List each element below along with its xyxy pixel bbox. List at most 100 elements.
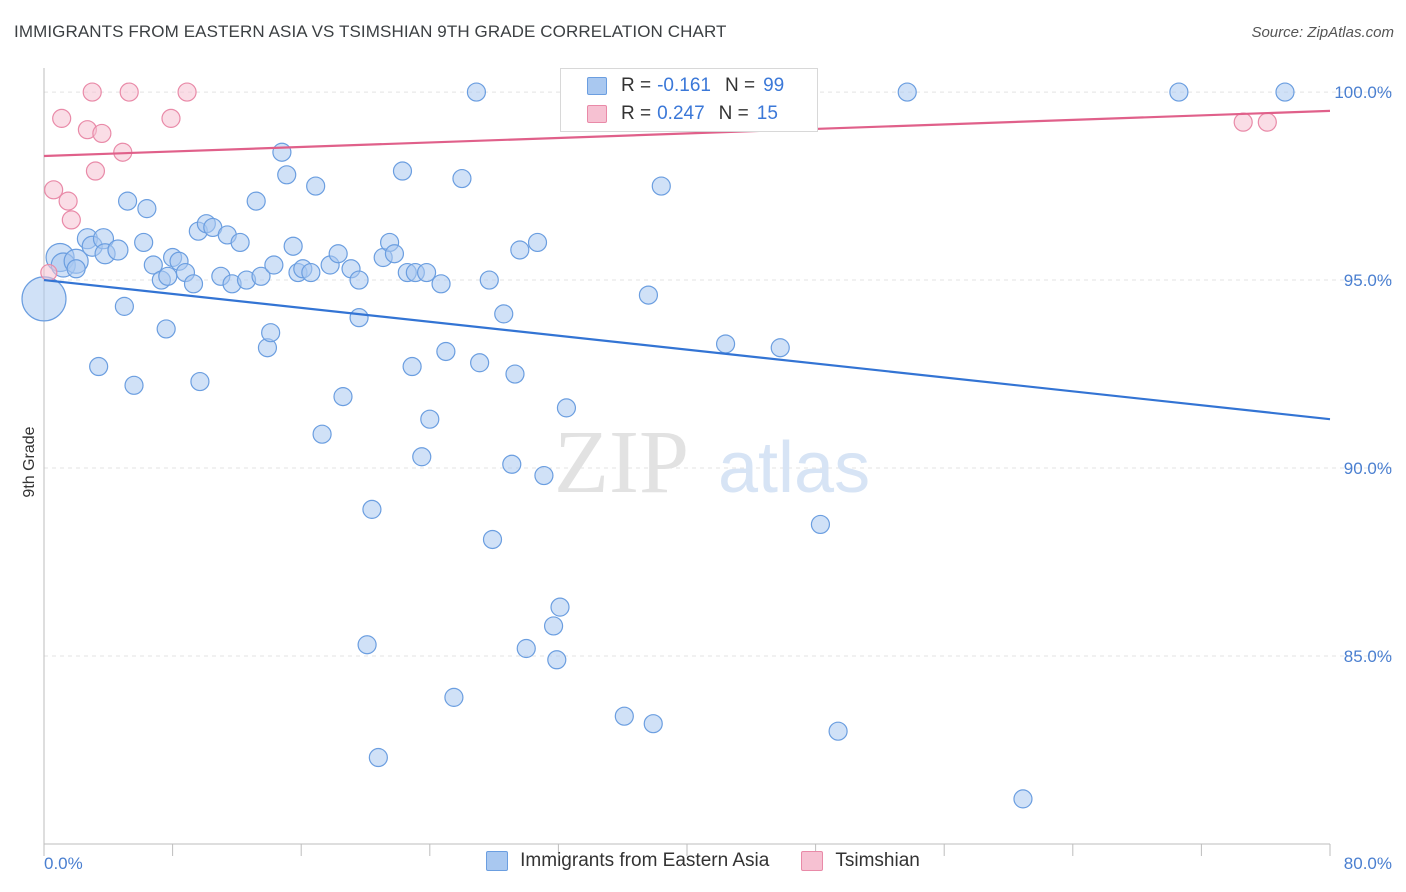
immigrants-point-14 (137, 199, 157, 219)
immigrants-point-80 (614, 706, 634, 726)
series-tsimshian-points (40, 82, 1277, 282)
immigrants-point-65 (470, 353, 490, 373)
immigrants-point-56 (402, 356, 422, 377)
immigrants-point-92 (1169, 82, 1189, 102)
immigrants-point-12 (124, 375, 144, 395)
immigrants-point-21 (183, 274, 204, 294)
legend-n-value-tsimshian: 15 (756, 103, 778, 124)
grid-lines (44, 91, 1392, 657)
tsimshian-point-1 (44, 180, 64, 200)
immigrants-point-68 (494, 304, 514, 324)
trend-line-tsimshian (43, 109, 1331, 158)
immigrants-point-63 (452, 168, 472, 189)
tsimshian-point-14 (1257, 112, 1277, 132)
legend-r-value-tsimshian: 0.247 (657, 103, 705, 124)
watermark-zip: ZIP (554, 413, 689, 512)
chart-title: IMMIGRANTS FROM EASTERN ASIA VS TSIMSHIA… (14, 22, 727, 41)
immigrants-point-90 (897, 82, 917, 102)
legend-item-tsimshian[interactable]: Tsimshian (801, 850, 920, 872)
tsimshian-point-10 (119, 82, 139, 102)
immigrants-point-76 (547, 650, 567, 670)
x-tick-label-min: 0.0% (44, 854, 83, 873)
immigrants-point-40 (301, 262, 321, 283)
immigrants-point-71 (510, 240, 530, 260)
immigrants-point-93 (1275, 82, 1295, 102)
legend-r-label: R = (621, 75, 652, 96)
trend-lines (43, 109, 1331, 421)
immigrants-point-34 (261, 323, 281, 343)
immigrants-point-59 (420, 409, 440, 429)
immigrants-point-67 (482, 529, 503, 550)
immigrants-point-48 (362, 499, 382, 519)
legend-item-immigrants[interactable]: Immigrants from Eastern Asia (486, 850, 769, 872)
immigrants-point-62 (444, 687, 464, 707)
tsimshian-point-2 (52, 108, 72, 128)
immigrants-point-60 (431, 274, 451, 294)
immigrants-point-73 (527, 232, 548, 253)
immigrants-point-37 (283, 236, 303, 256)
legend-n-label: N = (724, 75, 756, 96)
immigrants-point-31 (246, 191, 266, 211)
watermark: ZIP atlas (554, 413, 870, 512)
immigrants-point-10 (114, 296, 134, 316)
tsimshian-point-4 (61, 210, 81, 230)
y-tick-label-85: 85.0% (1344, 647, 1392, 666)
immigrants-point-35 (272, 142, 292, 162)
immigrants-point-29 (230, 232, 250, 253)
tsimshian-point-12 (177, 82, 197, 102)
immigrants-point-87 (770, 338, 790, 358)
legend-swatch-immigrants (486, 851, 509, 871)
immigrants-point-32 (251, 266, 271, 286)
immigrants-point-94 (416, 262, 437, 283)
immigrants-point-53 (384, 244, 405, 264)
x-tick-label-max: 80.0% (1344, 854, 1392, 873)
immigrants-point-77 (550, 597, 570, 617)
immigrants-point-8 (107, 239, 129, 261)
y-tick-label-100: 100.0% (1334, 83, 1392, 102)
legend-label-immigrants: Immigrants from Eastern Asia (520, 850, 770, 871)
immigrants-point-89 (828, 721, 848, 741)
legend-row-immigrants: R = -0.161 N = 99 (561, 73, 784, 99)
legend-n-label: N = (718, 103, 749, 124)
legend-swatch-blue (587, 77, 607, 95)
immigrants-point-95 (264, 255, 284, 275)
legend-swatch-tsimshian (801, 851, 824, 871)
immigrants-point-97 (66, 259, 86, 279)
immigrants-point-0 (21, 276, 67, 322)
watermark-atlas: atlas (718, 428, 870, 508)
immigrants-point-44 (328, 244, 348, 264)
immigrants-point-66 (479, 270, 499, 290)
immigrants-point-83 (643, 714, 663, 734)
immigrants-point-72 (516, 638, 536, 659)
immigrants-point-64 (466, 82, 487, 102)
immigrants-point-85 (715, 334, 736, 354)
immigrants-point-84 (651, 176, 671, 196)
immigrants-point-54 (392, 161, 413, 181)
immigrants-point-9 (89, 356, 109, 377)
immigrants-point-69 (502, 454, 522, 474)
tsimshian-point-8 (92, 123, 112, 144)
immigrants-point-91 (1013, 789, 1033, 809)
tsimshian-point-7 (85, 161, 106, 181)
immigrants-point-11 (117, 191, 138, 211)
axes (43, 68, 1331, 856)
immigrants-point-13 (134, 232, 154, 253)
legend-swatch-pink (587, 105, 607, 123)
immigrants-point-45 (333, 387, 353, 407)
tsimshian-point-3 (58, 191, 78, 211)
source-label: Source: ZipAtlas.com (1251, 24, 1394, 41)
legend-r-label: R = (621, 103, 652, 124)
immigrants-point-15 (143, 255, 163, 275)
legend-n-value-immigrants: 99 (763, 75, 785, 96)
immigrants-point-22 (190, 371, 210, 392)
legend-row-tsimshian: R = 0.247 N = 15 (561, 101, 778, 127)
immigrants-point-98 (349, 270, 369, 290)
series-legend: Immigrants from Eastern Asia Tsimshian (0, 850, 1406, 872)
immigrants-point-78 (556, 398, 577, 418)
immigrants-point-70 (505, 364, 525, 384)
immigrants-point-17 (156, 319, 176, 339)
immigrants-point-61 (436, 341, 456, 362)
y-tick-label-90: 90.0% (1344, 459, 1392, 478)
legend-r-value-immigrants: -0.161 (657, 75, 711, 96)
